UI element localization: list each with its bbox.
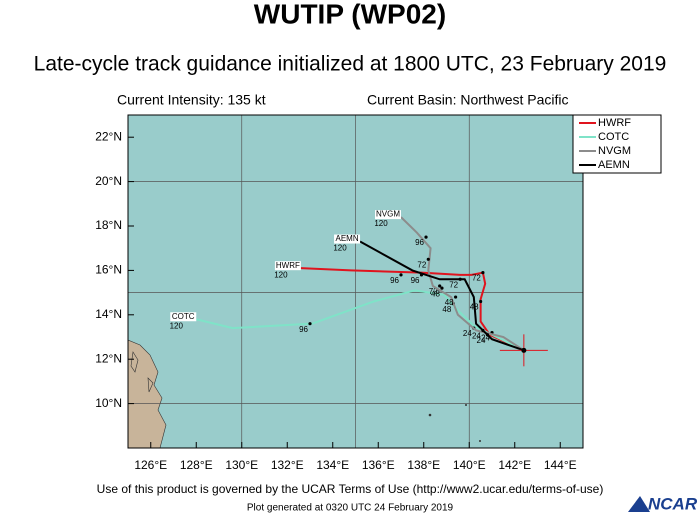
tau-point: [424, 235, 428, 239]
tau-label: 24: [477, 336, 486, 345]
map-frame: [127, 114, 584, 449]
y-tick-label: 22°N: [95, 129, 122, 143]
tau-label: 48: [431, 289, 440, 298]
x-tick-label: 140°E: [453, 458, 486, 472]
legend-box: [572, 114, 662, 174]
tau-point: [479, 299, 483, 304]
current-position-dot: [521, 347, 527, 353]
tau-point: [438, 284, 442, 288]
x-tick-label: 134°E: [316, 458, 349, 472]
tau-point: [481, 328, 485, 332]
track: [359, 240, 525, 352]
x-tick-label: 138°E: [407, 458, 440, 472]
tau-label: 24: [472, 331, 481, 340]
y-tick-label: 10°N: [95, 396, 122, 410]
tau-point: [440, 286, 444, 290]
tau-label: 96: [411, 276, 420, 285]
tau-label: 48: [445, 298, 454, 307]
tau-label: 96: [299, 325, 308, 334]
tau-label: 96: [390, 276, 399, 285]
tau-label: 48: [442, 305, 451, 314]
end-label-name: HWRF: [276, 261, 300, 270]
end-label-box: [375, 210, 401, 220]
terms: Use of this product is governed by the U…: [97, 482, 604, 496]
plot-area: 96 724824HWRF12096724824COTC12096724824NV…: [128, 115, 583, 448]
legend-label: HWRF: [598, 117, 631, 129]
generated: Plot generated at 0320 UTC 24 February 2…: [247, 503, 454, 514]
legend-label: COTC: [598, 131, 629, 143]
end-label-tau: 120: [333, 244, 347, 253]
tau-label: 96: [415, 238, 424, 247]
track: [400, 216, 525, 352]
tau-point: [399, 273, 403, 277]
x-tick-label: 136°E: [362, 458, 395, 472]
tau-point: [458, 277, 462, 281]
tau-point: [308, 322, 312, 326]
x-tick-label: 126°E: [134, 458, 167, 472]
subtitle: Late-cycle track guidance initialized at…: [34, 53, 667, 76]
x-tick-label: 130°E: [225, 458, 258, 472]
land: [128, 339, 481, 448]
tau-label: 72: [472, 274, 481, 283]
logo: NCAR: [628, 494, 698, 513]
intensity: Current Intensity: 135 kt: [117, 92, 266, 108]
axes: 126°E 128°E 130°E 132°E 134°E 136°E 138°E 140°E…: [95, 129, 576, 472]
y-tick-label: 12°N: [95, 351, 122, 365]
tau-point: [426, 257, 430, 261]
legend: HWRF COTC NVGM AEMN: [579, 117, 631, 171]
end-label-tau: 120: [170, 321, 184, 330]
logo-text: NCAR: [648, 494, 698, 513]
y-tick-label: 18°N: [95, 218, 122, 232]
legend-label: NVGM: [598, 145, 631, 157]
y-tick-label: 20°N: [95, 174, 122, 188]
end-label-box: [170, 312, 197, 322]
tau-point: [454, 295, 458, 299]
end-label-tau: 120: [374, 219, 388, 228]
end-label-name: COTC: [172, 312, 195, 321]
tau-label: 72: [429, 287, 438, 296]
x-tick-label: 142°E: [498, 458, 531, 472]
x-tick-label: 132°E: [271, 458, 304, 472]
legend-label: AEMN: [598, 159, 630, 171]
end-label-box: [334, 234, 361, 244]
tau-point: [481, 271, 485, 275]
track: [196, 289, 525, 352]
y-tick-label: 16°N: [95, 263, 122, 277]
basin: Current Basin: Northwest Pacific: [367, 92, 569, 108]
end-label-name: AEMN: [335, 234, 358, 243]
tau-label: 24: [481, 334, 490, 343]
end-label-tau: 120: [274, 270, 288, 279]
y-tick-label: 14°N: [95, 307, 122, 321]
x-tick-label: 128°E: [180, 458, 213, 472]
x-tick-label: 144°E: [544, 458, 577, 472]
end-label-name: NVGM: [376, 210, 400, 219]
tau-label: 24: [463, 329, 472, 338]
tau-label: 72: [449, 280, 458, 289]
tau-label: 72: [417, 260, 426, 269]
title: WUTIP (WP02): [254, 0, 446, 29]
end-label-box: [274, 261, 301, 271]
